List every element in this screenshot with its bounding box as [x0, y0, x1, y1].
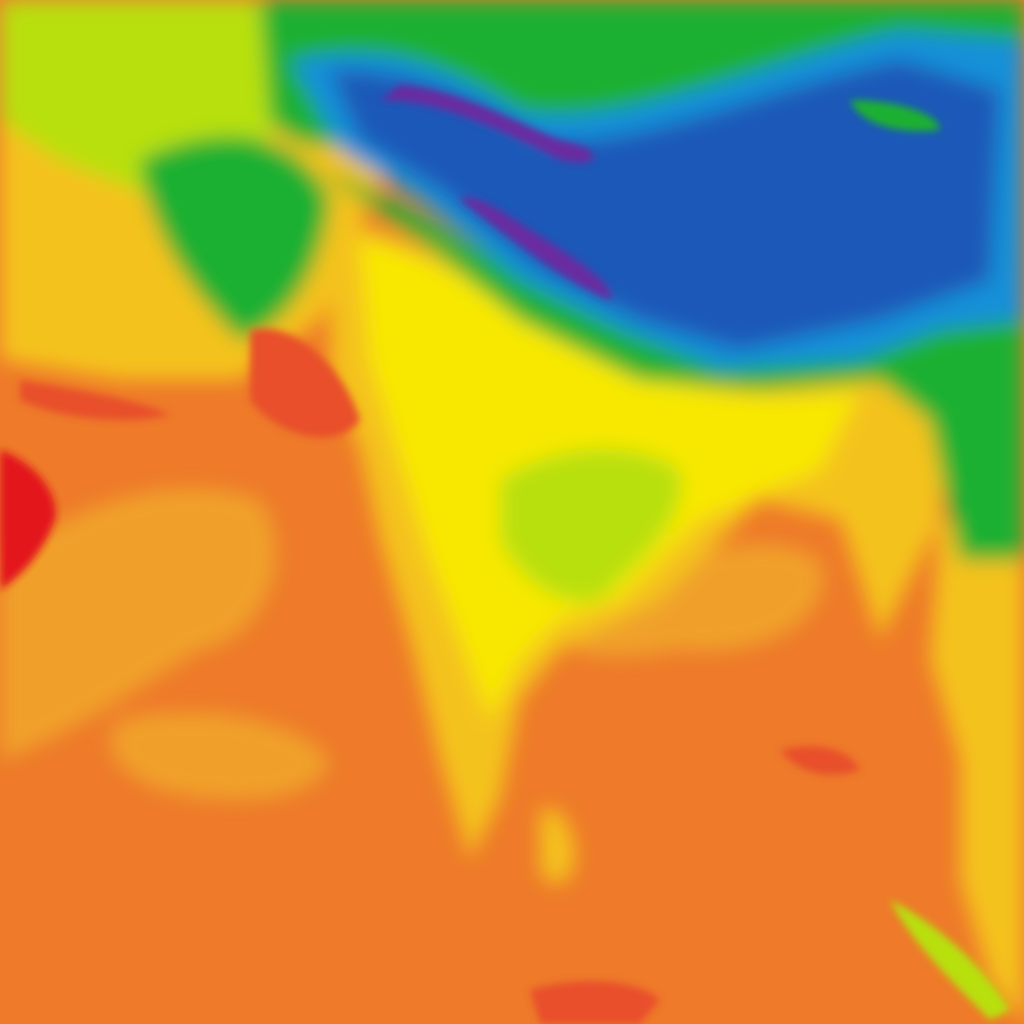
iran-hot-red [20, 380, 170, 420]
tibet-cold-purple-2 [460, 197, 612, 300]
bay-hot-patch [780, 746, 860, 775]
arabian-sea-warm-zone [0, 488, 277, 760]
tibet-plateau-blue [330, 60, 1000, 350]
pakistan-hot-red [250, 328, 360, 438]
qaidam-green [850, 100, 940, 132]
arabia-hot-red [0, 450, 56, 590]
afghan-green [140, 136, 330, 340]
indochina-coast [930, 520, 1024, 1024]
tibet-cold-purple [380, 85, 594, 163]
central-india-green [500, 448, 682, 602]
south-bay-hot [530, 981, 660, 1024]
himalaya-foothills-green [320, 170, 1024, 560]
bay-of-bengal-warm-zone [560, 544, 824, 657]
andaman-coast-green [890, 900, 1010, 1020]
arabian-sea-warm-zone-2 [110, 712, 330, 800]
sri-lanka [540, 808, 575, 884]
